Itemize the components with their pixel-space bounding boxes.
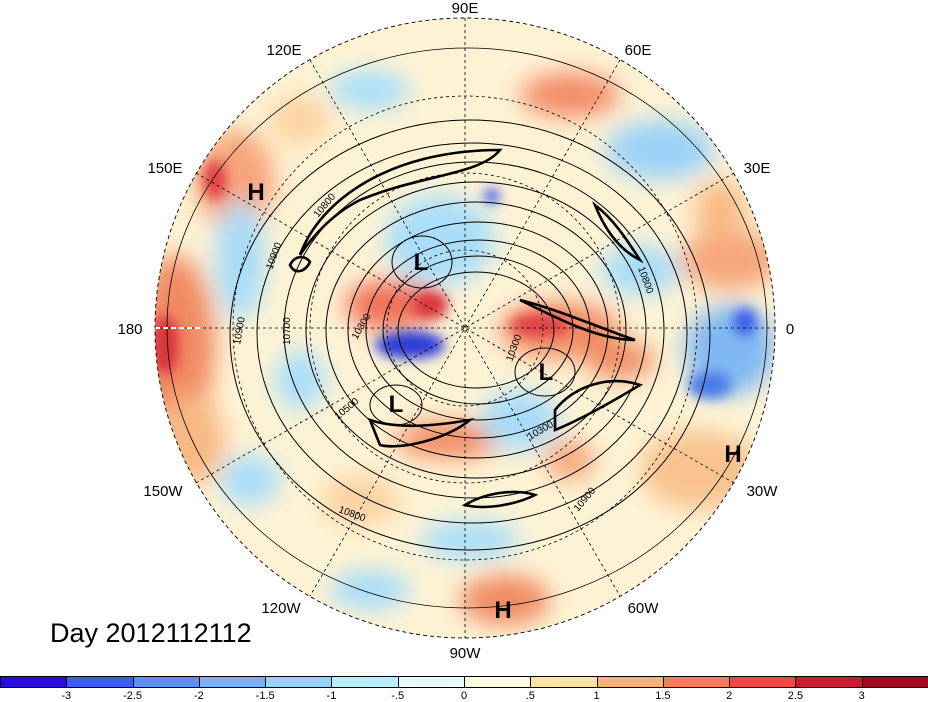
lon-label-0: 0	[786, 321, 794, 338]
high-pressure-marker: H	[724, 441, 741, 468]
low-pressure-marker: L	[414, 249, 429, 276]
date-title: Day 2012112112	[50, 618, 252, 648]
lon-label-90e: 90E	[452, 0, 479, 17]
colorbar-swatch	[265, 676, 333, 688]
high-pressure-marker: H	[247, 179, 264, 206]
low-pressure-marker: L	[539, 359, 554, 386]
low-pressure-marker: L	[389, 391, 404, 418]
colorbar-swatch	[861, 676, 928, 688]
high-pressure-marker: H	[494, 597, 511, 624]
colorbar-swatch	[198, 676, 267, 688]
lon-label-90w: 90W	[450, 645, 482, 662]
colorbar-swatch	[331, 676, 399, 688]
colorbar-tick-label: 1	[593, 690, 600, 702]
colorbar-swatch	[66, 676, 134, 688]
colorbar-tick-label: -1.5	[255, 690, 275, 702]
contour-label: 10900	[232, 316, 248, 346]
colorbar-swatch	[0, 676, 68, 688]
colorbar-swatch	[729, 676, 797, 688]
colorbar-swatch	[596, 676, 664, 688]
colorbar-swatch	[397, 676, 465, 688]
colorbar-tick-label: -.5	[391, 690, 405, 702]
colorbar: -3 -2.5 -2 -1.5 -1 -.5 0 .5 1 1.5 2 2.5 3	[0, 676, 928, 702]
colorbar-tick-label: -3	[61, 690, 72, 702]
lon-label-150w: 150W	[143, 483, 183, 500]
colorbar-tick-label: .5	[525, 690, 535, 702]
lon-label-60w: 60W	[628, 600, 660, 617]
colorbar-tick-label: -2	[193, 690, 204, 702]
colorbar-swatch	[132, 676, 200, 688]
polar-map: 90E 120E 60E 150E 30E 180 0 150W 30W 120…	[117, 0, 794, 662]
map-boundary	[154, 17, 776, 639]
contour-label: 10700	[282, 317, 293, 345]
colorbar-tick-label: 2.5	[787, 690, 804, 702]
lon-label-60e: 60E	[625, 42, 652, 59]
colorbar-swatch	[795, 676, 863, 688]
lon-label-30w: 30W	[747, 483, 779, 500]
lon-label-120w: 120W	[261, 600, 301, 617]
colorbar-tick-label: 1.5	[655, 690, 671, 702]
colorbar-swatch	[662, 676, 731, 688]
graticule	[155, 18, 775, 638]
colorbar-tick-label: 3	[858, 690, 865, 702]
lon-label-120e: 120E	[266, 42, 301, 59]
lon-label-180: 180	[117, 321, 142, 338]
colorbar-tick-label: -2.5	[123, 690, 143, 702]
colorbar-swatch	[464, 676, 532, 688]
colorbar-tick-label: -1	[326, 690, 337, 702]
lon-label-150e: 150E	[147, 160, 182, 177]
lon-label-30e: 30E	[744, 160, 771, 177]
colorbar-swatch	[530, 676, 598, 688]
colorbar-tick-label: 2	[726, 690, 733, 702]
jet-streaks	[288, 148, 644, 509]
colorbar-tick-label: 0	[460, 690, 468, 702]
